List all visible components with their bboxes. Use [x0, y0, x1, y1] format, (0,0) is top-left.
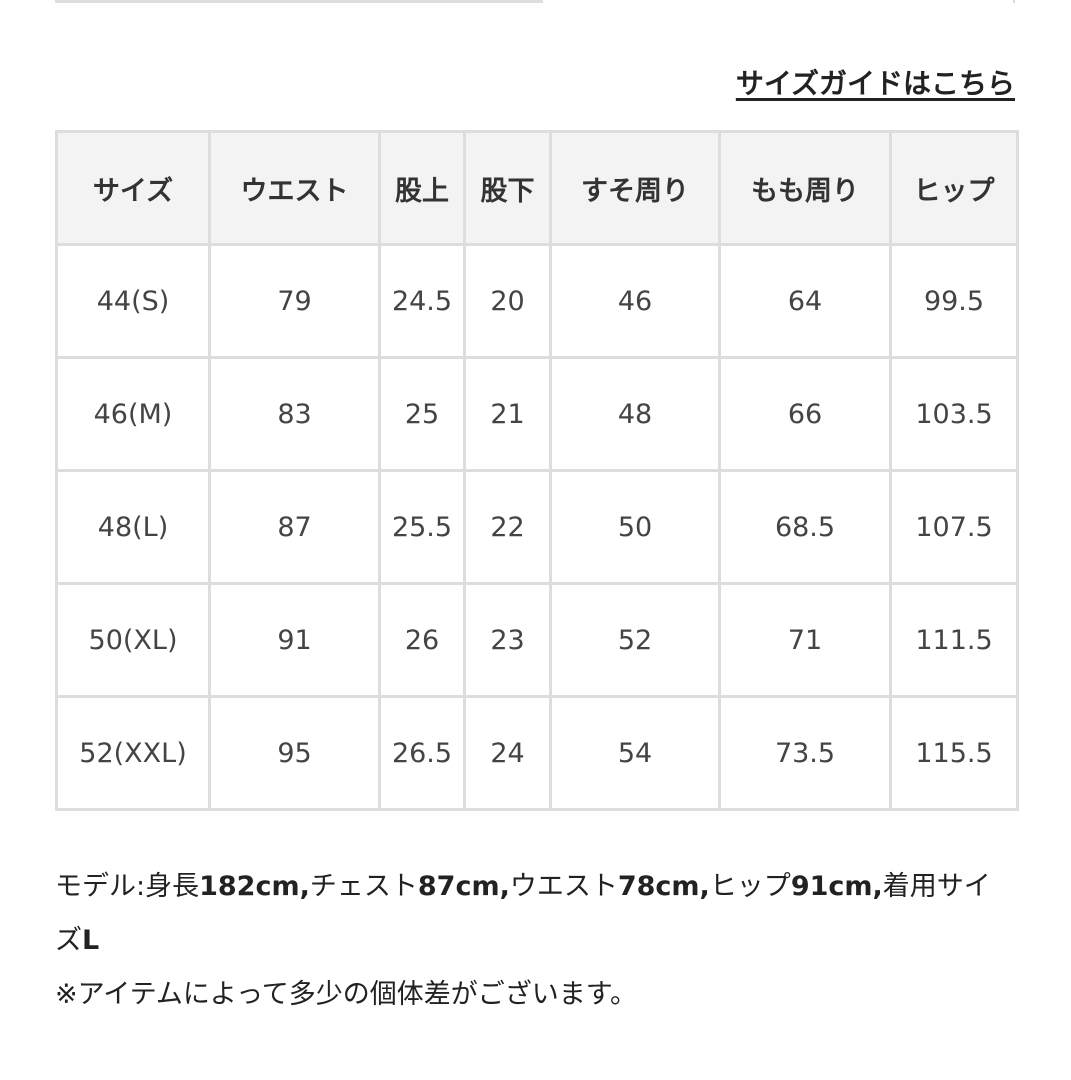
table-row: 50(XL) 91 26 23 52 71 111.5 — [55, 582, 1019, 698]
table-cell: 66 — [718, 356, 892, 472]
model-info: モデル:身長182cm,チェスト87cm,ウエスト78cm,ヒップ91cm,着用… — [55, 871, 991, 956]
table-cell: 24 — [463, 695, 552, 811]
column-header: 股上 — [378, 130, 466, 246]
table-cell: 111.5 — [889, 582, 1019, 698]
table-cell: 46 — [549, 243, 721, 359]
table-cell: 25.5 — [378, 469, 466, 585]
table-cell: 64 — [718, 243, 892, 359]
table-cell: 79 — [208, 243, 381, 359]
table-cell: 24.5 — [378, 243, 466, 359]
table-header-row: サイズ ウエスト 股上 股下 すそ周り もも周り ヒップ — [55, 130, 1019, 246]
table-cell: 103.5 — [889, 356, 1019, 472]
table-cell: 21 — [463, 356, 552, 472]
table-cell: 52 — [549, 582, 721, 698]
table-cell: 44(S) — [55, 243, 211, 359]
table-cell: 22 — [463, 469, 552, 585]
top-divider — [55, 0, 543, 3]
top-divider-edge — [1013, 0, 1015, 3]
table-cell: 71 — [718, 582, 892, 698]
table-row: 52(XXL) 95 26.5 24 54 73.5 115.5 — [55, 695, 1019, 811]
column-header: 股下 — [463, 130, 552, 246]
table-row: 46(M) 83 25 21 48 66 103.5 — [55, 356, 1019, 472]
table-cell: 48(L) — [55, 469, 211, 585]
table-cell: 54 — [549, 695, 721, 811]
column-header: ヒップ — [889, 130, 1019, 246]
column-header: すそ周り — [549, 130, 721, 246]
table-cell: 50(XL) — [55, 582, 211, 698]
table-cell: 25 — [378, 356, 466, 472]
size-guide-link[interactable]: サイズガイドはこちら — [735, 67, 1015, 100]
table-cell: 99.5 — [889, 243, 1019, 359]
table-cell: 48 — [549, 356, 721, 472]
table-row: 48(L) 87 25.5 22 50 68.5 107.5 — [55, 469, 1019, 585]
table-row: 44(S) 79 24.5 20 46 64 99.5 — [55, 243, 1019, 359]
disclaimer: ※アイテムによって多少の個体差がございます。 — [55, 979, 638, 1010]
table-cell: 50 — [549, 469, 721, 585]
table-cell: 107.5 — [889, 469, 1019, 585]
column-header: もも周り — [718, 130, 892, 246]
table-cell: 52(XXL) — [55, 695, 211, 811]
notes: モデル:身長182cm,チェスト87cm,ウエスト78cm,ヒップ91cm,着用… — [55, 860, 1015, 1022]
table-cell: 95 — [208, 695, 381, 811]
table-cell: 83 — [208, 356, 381, 472]
table-cell: 46(M) — [55, 356, 211, 472]
table-cell: 115.5 — [889, 695, 1019, 811]
table-cell: 73.5 — [718, 695, 892, 811]
table-cell: 23 — [463, 582, 552, 698]
size-table: サイズ ウエスト 股上 股下 すそ周り もも周り ヒップ 44(S) 79 24.5 20 46 64… — [55, 130, 1019, 811]
table-cell: 20 — [463, 243, 552, 359]
column-header: サイズ — [55, 130, 211, 246]
table-cell: 26.5 — [378, 695, 466, 811]
table-cell: 26 — [378, 582, 466, 698]
table-cell: 87 — [208, 469, 381, 585]
table-cell: 68.5 — [718, 469, 892, 585]
table-cell: 91 — [208, 582, 381, 698]
column-header: ウエスト — [208, 130, 381, 246]
